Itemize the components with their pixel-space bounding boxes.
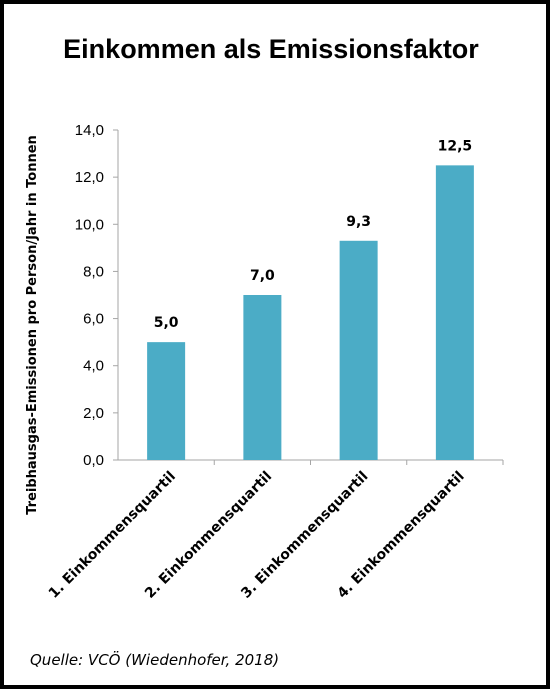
chart-bars bbox=[147, 165, 474, 460]
chart-title: Einkommen als Emissionsfaktor bbox=[63, 34, 479, 64]
value-label-4: 12,5 bbox=[438, 138, 473, 154]
y-tick-label: 6,0 bbox=[83, 311, 104, 328]
y-tick-label: 8,0 bbox=[83, 263, 104, 280]
source-note: Quelle: VCÖ (Wiedenhofer, 2018) bbox=[30, 651, 280, 669]
chart-axes: 0,0 2,0 4,0 6,0 8,0 10,0 12,0 14,0 Treibhausgas-… bbox=[25, 122, 504, 515]
y-tick-label: 14,0 bbox=[75, 122, 104, 139]
y-axis-title: Treibhausgas-Emissionen pro Person/Jahr … bbox=[25, 135, 40, 515]
bar-1 bbox=[147, 342, 186, 460]
bar-4 bbox=[435, 165, 474, 460]
y-tick-label: 2,0 bbox=[83, 405, 104, 422]
bar-3 bbox=[339, 240, 378, 460]
y-tick-label: 0,0 bbox=[83, 452, 104, 469]
y-tick-label: 12,0 bbox=[75, 169, 104, 186]
bar-2 bbox=[243, 295, 282, 460]
value-label-2: 7,0 bbox=[250, 268, 275, 284]
y-tick-label: 10,0 bbox=[75, 216, 104, 233]
y-tick-label: 4,0 bbox=[83, 358, 104, 375]
value-label-3: 9,3 bbox=[346, 214, 371, 230]
value-label-1: 5,0 bbox=[154, 315, 179, 331]
